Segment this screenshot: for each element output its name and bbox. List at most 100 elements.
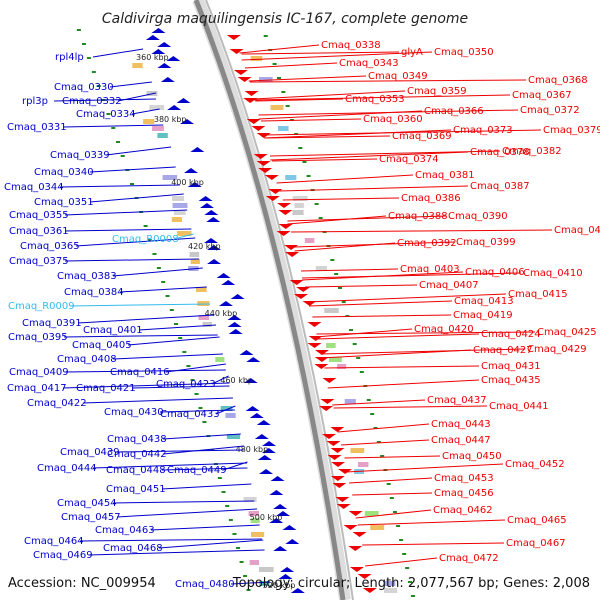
forward-gene-arrow [227,315,242,320]
leader-line-left [158,539,264,549]
leader-line-right [253,90,406,100]
leader-line-right [355,509,432,519]
leader-line-right [269,150,501,157]
leader-line-right [261,118,362,122]
kbp-scale-label: 380 kbp [154,115,187,124]
reverse-gene-arrow [352,532,367,537]
gene-label-right: Cmaq_0399 [456,237,516,248]
backbone-inner-arc [205,0,354,600]
gene-annotation-block [251,532,265,537]
reverse-gene-arrow [256,161,271,166]
leader-line-left [109,81,152,88]
gene-annotation-block [226,434,241,439]
reverse-gene-arrow [278,210,293,215]
forward-gene-arrow [218,301,233,306]
gene-annotation-block [198,315,210,320]
kbp-scale-label: 480 kbp [236,445,269,454]
gene-label-left: Cmaq_0405 [72,340,132,351]
leader-line-left [59,184,180,188]
leader-line-left [64,209,188,216]
gene-label-right: Cmaq_0420 [414,324,474,335]
leader-line-left [117,92,157,102]
leader-line-right [254,94,511,101]
forward-gene-arrow [290,588,305,593]
forward-gene-arrow [246,357,261,362]
reverse-gene-arrow [330,476,345,481]
leader-line-left [161,483,252,490]
gene-label-left: Cmaq_0391 [22,318,82,329]
leader-line-left [77,314,215,324]
reverse-gene-arrow [284,245,299,250]
gene-label-right: glyA [401,47,423,58]
leader-line-right [249,79,527,83]
leader-line-right [241,51,433,61]
gene-label-left: Cmaq_0451 [106,484,166,495]
leader-line-right [316,333,480,340]
gene-label-left: Cmaq_R0008 [112,234,179,245]
gene-label-right: Cmaq_0373 [453,125,513,136]
leader-line-right [324,365,480,369]
gene-label-right: Cmaq_0429 [527,344,587,355]
leader-line-right [316,331,536,335]
leader-line-left [173,233,194,240]
gene-label-right: Cmaq_0431 [481,361,541,372]
leader-line-left [105,146,172,156]
gene-label-left: Cmaq_0395 [8,332,68,343]
forward-gene-arrow [259,469,274,474]
reverse-gene-arrow [319,406,334,411]
gene-label-left: Cmaq_0438 [107,434,167,445]
forward-gene-arrow [273,546,288,551]
gene-label-right: Cmaq_0378 [470,147,530,158]
reverse-gene-arrow [226,35,241,40]
leader-line-left [75,237,196,247]
gene-label-left: Cmaq_R0009 [8,301,75,312]
gene-label-right: Cmaq_0403 [400,264,460,275]
leader-line-right [332,399,426,406]
forward-gene-arrow [273,504,288,509]
gene-label-left: Cmaq_0423 [156,379,216,390]
gene-label-right: Cmaq_0379 [543,125,600,136]
leader-line-right [337,423,430,433]
gene-label-right: Cmaq_0392 [397,238,457,249]
forward-gene-arrow [262,441,277,446]
gene-label-left: Cmaq_0332 [62,96,122,107]
forward-gene-arrow [270,476,285,481]
gene-label-right: Cmaq_0387 [470,181,530,192]
gene-annotation-block [172,196,185,201]
forward-gene-arrow [282,525,297,530]
gene-label-right: Cmaq_0437 [427,395,487,406]
gene-annotation-block [250,56,263,61]
gene-label-left: Cmaq_0375 [9,256,69,267]
forward-gene-arrow [176,98,191,103]
leader-line-left [89,166,176,173]
gene-label-right: Cmaq_0415 [508,289,568,300]
leader-line-left [215,405,236,415]
gene-annotation-block [225,413,236,418]
gene-annotation-block [364,511,379,516]
leader-line-left [162,445,245,455]
gene-label-right: Cmaq_0374 [379,154,439,165]
kbp-scale-label: 500 kbp [250,513,283,522]
kbp-scale-label: 440 kbp [205,309,238,318]
reverse-gene-arrow [336,504,351,509]
gene-annotation-block [250,518,260,523]
leader-line-left [92,462,248,469]
reverse-gene-arrow [253,154,268,159]
leader-line-right [276,174,414,184]
gene-label-right: Cmaq_0413 [454,296,514,307]
gene-label-right: Cmaq_0425 [537,327,597,338]
gene-label-right: Cmaq_0372 [520,105,580,116]
gene-annotation-block [304,238,315,243]
leader-line-right [291,229,553,233]
gene-annotation-block [292,196,308,201]
leader-line-left [161,467,248,471]
forward-gene-arrow [160,77,175,82]
gene-label-right: Cmaq_0353 [345,94,405,105]
gene-label-right: Cmaq_0368 [528,75,588,86]
leader-line-right [302,272,522,279]
leader-line-right [362,542,505,546]
leader-line-left [112,353,223,360]
gene-annotation-block [350,448,365,453]
